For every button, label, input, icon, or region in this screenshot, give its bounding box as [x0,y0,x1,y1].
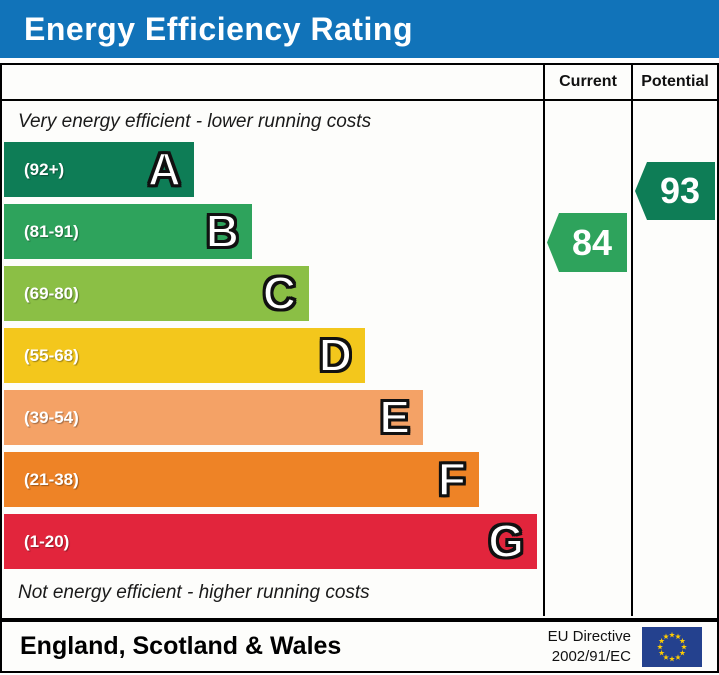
eu-flag-stars [657,631,687,662]
footer-right: EU Directive 2002/91/EC [548,626,703,667]
band-row-g: (1-20) G [2,514,543,569]
band-row-d: (55-68) D [2,328,543,383]
eu-directive-line1: EU Directive [547,628,631,645]
current-column: 84 [543,101,631,616]
band-row-a: (92+) A [2,142,543,197]
band-bar: (81-91) B [4,204,252,259]
band-row-f: (21-38) F [2,452,543,507]
band-letter: G [487,514,525,568]
current-rating-arrow: 84 [547,213,627,272]
current-rating-value: 84 [571,221,613,263]
band-row-c: (69-80) C [2,266,543,321]
top-caption: Very energy efficient - lower running co… [18,111,372,132]
band-row-e: (39-54) E [2,390,543,445]
band-row-b: (81-91) B [2,204,543,259]
band-letter: F [437,452,467,506]
table-body: Very energy efficient - lower running co… [2,101,717,616]
title-bar: Energy Efficiency Rating [0,0,719,58]
eu-directive-label: EU Directive 2002/91/EC [548,627,631,666]
eu-directive-line2: 2002/91/EC [551,647,631,665]
band-range-label: (81-91) [24,221,79,241]
potential-rating-arrow: 93 [635,162,715,220]
band-range-label: (39-54) [24,407,79,427]
potential-rating-value: 93 [659,170,701,211]
table-header-row: Current Potential [2,65,717,101]
current-column-header: Current [543,65,631,99]
potential-column: 93 [631,101,717,616]
band-bar: (69-80) C [4,266,309,321]
bands: (92+) A (81-91) B (69-80) C (55-68) D (3… [2,142,543,576]
band-bar: (1-20) G [4,514,537,569]
eu-flag-icon [642,626,702,667]
efficiency-scale: Very energy efficient - lower running co… [2,101,543,616]
band-letter: D [318,328,353,382]
page-title: Energy Efficiency Rating [24,10,413,47]
band-range-label: (55-68) [24,345,79,365]
band-range-label: (1-20) [24,531,70,551]
band-range-label: (92+) [24,159,65,179]
bottom-caption: Not energy efficient - higher running co… [18,582,370,603]
region-label: England, Scotland & Wales [20,632,342,660]
header-spacer-cell [2,65,543,99]
band-bar: (39-54) E [4,390,423,445]
band-letter: C [262,266,297,320]
band-letter: B [205,204,240,258]
band-bar: (21-38) F [4,452,479,507]
rating-table: Current Potential Very energy efficient … [0,63,719,620]
band-letter: E [378,390,411,444]
band-range-label: (69-80) [24,283,79,303]
band-range-label: (21-38) [24,469,79,489]
footer: England, Scotland & Wales EU Directive 2… [0,620,719,673]
band-bar: (92+) A [4,142,194,197]
potential-column-header: Potential [631,65,717,99]
band-bar: (55-68) D [4,328,365,383]
band-letter: A [147,142,182,196]
